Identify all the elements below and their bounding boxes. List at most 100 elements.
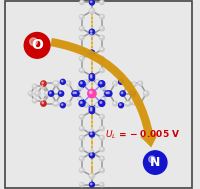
Circle shape <box>100 183 104 187</box>
Circle shape <box>145 92 146 94</box>
Circle shape <box>42 85 43 86</box>
Circle shape <box>90 109 92 111</box>
Circle shape <box>113 81 117 86</box>
Text: $\mathit{U}_\mathit{L}$ = − 0.005 V: $\mathit{U}_\mathit{L}$ = − 0.005 V <box>105 129 180 141</box>
Circle shape <box>88 89 96 98</box>
Circle shape <box>89 106 95 112</box>
Circle shape <box>101 148 102 149</box>
Circle shape <box>28 91 33 96</box>
Circle shape <box>54 102 55 104</box>
Circle shape <box>91 51 92 53</box>
Circle shape <box>80 169 82 170</box>
Circle shape <box>108 92 109 94</box>
Circle shape <box>85 104 86 105</box>
Circle shape <box>132 101 137 105</box>
Circle shape <box>100 135 104 140</box>
Circle shape <box>56 102 57 104</box>
Circle shape <box>113 101 117 106</box>
Circle shape <box>90 133 92 134</box>
Circle shape <box>85 81 86 82</box>
Circle shape <box>101 115 102 117</box>
Circle shape <box>100 126 104 131</box>
Circle shape <box>144 91 148 96</box>
Circle shape <box>105 91 110 96</box>
Circle shape <box>91 154 92 155</box>
Circle shape <box>80 82 82 84</box>
Circle shape <box>90 132 94 137</box>
Circle shape <box>105 92 106 94</box>
Circle shape <box>139 102 140 104</box>
Circle shape <box>54 82 55 83</box>
Circle shape <box>91 1 92 2</box>
Circle shape <box>80 15 82 17</box>
Circle shape <box>100 0 104 5</box>
Circle shape <box>80 69 82 70</box>
Circle shape <box>61 81 63 82</box>
Circle shape <box>75 92 76 94</box>
Circle shape <box>101 184 102 185</box>
FancyBboxPatch shape <box>5 1 192 188</box>
Circle shape <box>80 102 82 103</box>
Circle shape <box>60 92 61 94</box>
Circle shape <box>91 175 92 176</box>
Circle shape <box>79 168 84 173</box>
Circle shape <box>102 86 106 90</box>
Circle shape <box>49 91 53 96</box>
Circle shape <box>89 0 94 5</box>
Circle shape <box>89 153 95 158</box>
Circle shape <box>80 157 82 159</box>
Circle shape <box>90 30 94 34</box>
Circle shape <box>149 156 155 163</box>
Circle shape <box>101 127 102 129</box>
Circle shape <box>90 9 92 11</box>
Circle shape <box>101 1 102 2</box>
Circle shape <box>91 78 92 79</box>
Circle shape <box>91 31 92 32</box>
Circle shape <box>120 104 121 105</box>
Circle shape <box>59 91 63 96</box>
Circle shape <box>55 101 59 106</box>
Circle shape <box>101 157 102 159</box>
Circle shape <box>73 92 75 94</box>
Circle shape <box>79 15 84 19</box>
Circle shape <box>41 81 46 86</box>
Circle shape <box>90 77 92 78</box>
Circle shape <box>126 81 131 86</box>
Circle shape <box>79 81 85 87</box>
Circle shape <box>90 129 94 134</box>
Circle shape <box>96 104 98 105</box>
Circle shape <box>131 92 133 94</box>
Circle shape <box>130 91 135 96</box>
Circle shape <box>100 168 104 173</box>
Circle shape <box>126 102 127 104</box>
Circle shape <box>102 87 104 88</box>
Circle shape <box>80 27 82 29</box>
Circle shape <box>66 81 71 86</box>
Circle shape <box>42 102 43 104</box>
Circle shape <box>55 81 59 86</box>
Circle shape <box>67 102 69 104</box>
Circle shape <box>33 99 35 101</box>
Circle shape <box>130 91 135 96</box>
Circle shape <box>89 50 95 55</box>
Circle shape <box>104 91 109 96</box>
Circle shape <box>89 105 94 110</box>
Circle shape <box>89 74 95 79</box>
Circle shape <box>91 133 92 134</box>
Circle shape <box>80 148 82 149</box>
Circle shape <box>91 54 92 55</box>
Circle shape <box>89 75 95 81</box>
Circle shape <box>101 57 102 59</box>
Circle shape <box>79 47 84 52</box>
Circle shape <box>41 98 45 103</box>
Circle shape <box>79 147 84 152</box>
Circle shape <box>78 97 82 101</box>
Circle shape <box>80 48 82 50</box>
Circle shape <box>41 81 46 86</box>
Circle shape <box>121 92 123 94</box>
Circle shape <box>114 102 115 104</box>
Circle shape <box>33 85 35 86</box>
Circle shape <box>90 153 94 157</box>
Circle shape <box>89 182 94 187</box>
Circle shape <box>42 82 43 83</box>
